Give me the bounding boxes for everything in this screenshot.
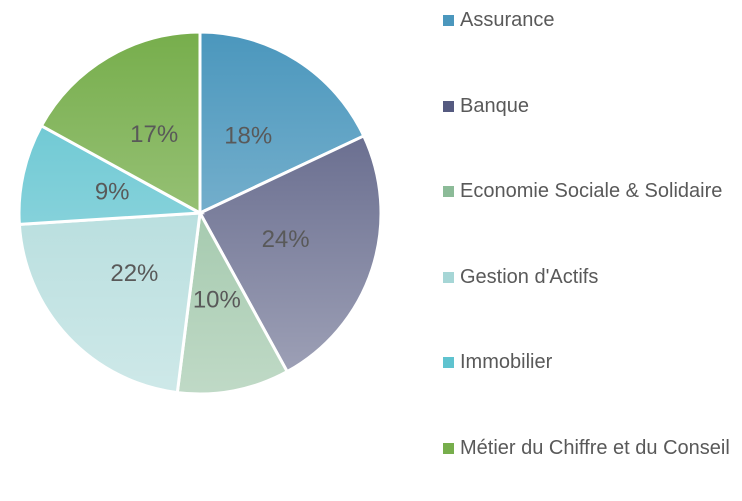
legend-label: Métier du Chiffre et du Conseil <box>460 437 730 459</box>
legend-swatch <box>443 443 454 454</box>
legend-label: Gestion d'Actifs <box>460 265 599 288</box>
legend-swatch <box>443 186 454 198</box>
legend-swatch <box>443 15 454 26</box>
legend-label: Economie Sociale & Solidaire <box>460 180 723 203</box>
data-label: 10% <box>193 287 241 314</box>
legend-item: Gestion d'Actifs <box>443 258 733 296</box>
legend-item: Banque <box>443 87 733 125</box>
pie-chart: 18% 24% 10% 22% 9% 17% <box>17 30 383 396</box>
legend-item: Economie Sociale & Solidaire <box>443 172 733 210</box>
legend-item: Assurance <box>443 1 733 39</box>
data-label: 17% <box>130 121 178 148</box>
legend-item: Métier du Chiffre et du Conseil <box>443 429 733 467</box>
slices <box>17 30 383 396</box>
legend-label: Banque <box>460 94 529 117</box>
data-label: 9% <box>95 179 130 206</box>
legend-swatch <box>443 100 454 112</box>
legend-swatch <box>443 357 454 369</box>
legend-item: Immobilier <box>443 343 733 381</box>
legend-label: Immobilier <box>460 351 553 374</box>
legend-swatch <box>443 271 454 283</box>
pie-slice <box>17 211 202 395</box>
legend-label: Assurance <box>460 9 555 31</box>
data-label: 22% <box>110 260 158 287</box>
data-label: 24% <box>262 226 310 253</box>
data-label: 18% <box>224 122 272 149</box>
